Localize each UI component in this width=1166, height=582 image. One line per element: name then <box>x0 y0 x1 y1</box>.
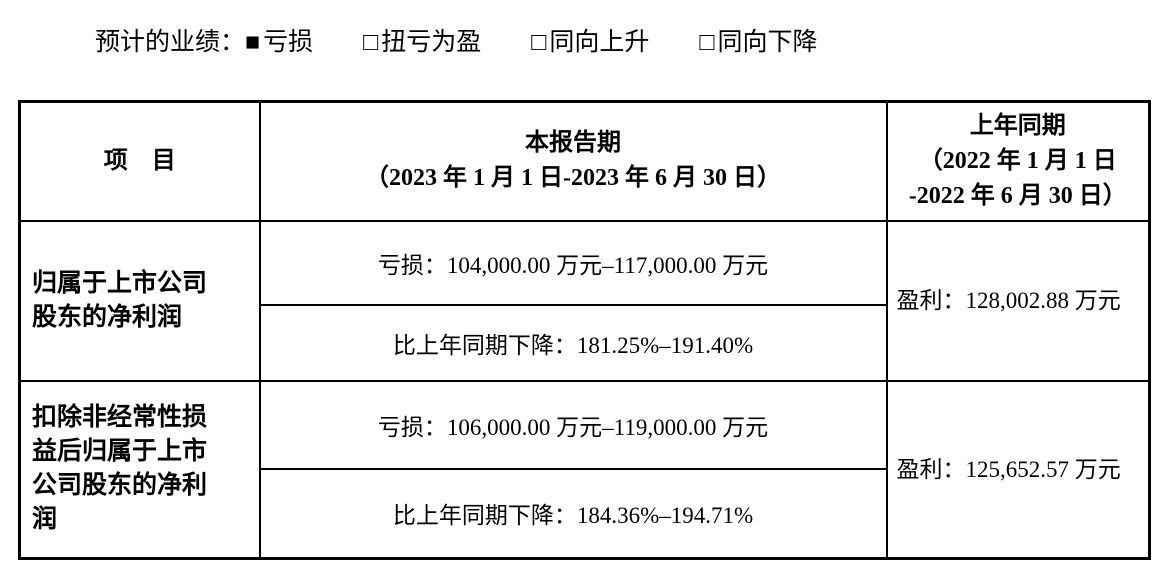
legend-option-turnaround: □ 扭亏为盈 <box>363 26 481 60</box>
legend-option-up-label: 同向上升 <box>549 29 650 56</box>
header-item-column: 项 目 <box>18 100 261 222</box>
legend-option-turnaround-label: 扭亏为盈 <box>381 29 482 56</box>
table-row-net-profit-loss: 归属于上市公司股东的净利润 亏损：104,000.00 万元–117,000.0… <box>18 219 1151 382</box>
header-prior-period-title: 上年同期 <box>969 112 1066 139</box>
item-net-profit: 归属于上市公司股东的净利润 <box>18 219 261 382</box>
checkbox-checked-icon: ■ <box>245 29 261 56</box>
header-prior-period-range-line2: -2022 年 6 月 30 日） <box>908 182 1127 209</box>
legend-option-same-direction-up: □ 同向上升 <box>531 26 649 60</box>
legend-option-same-direction-down: □ 同向下降 <box>699 26 817 60</box>
legend-option-loss-label: 亏损 <box>263 29 314 56</box>
legend-option-loss: ■ 亏损 <box>245 26 313 60</box>
adjusted-profit-loss-range: 亏损：106,000.00 万元–119,000.00 万元 <box>258 379 888 470</box>
table-row-adjusted-profit-loss: 扣除非经常性损益后归属于上市公司股东的净利润 亏损：106,000.00 万元–… <box>18 379 1151 560</box>
checkbox-unchecked-icon: □ <box>699 29 715 56</box>
legend-option-down-label: 同向下降 <box>717 29 818 56</box>
earnings-forecast-table: 项 目 本报告期 （2023 年 1 月 1 日-2023 年 6 月 30 日… <box>18 100 1151 560</box>
header-current-period-range: （2023 年 1 月 1 日-2023 年 6 月 30 日） <box>365 165 781 192</box>
header-current-period-column: 本报告期 （2023 年 1 月 1 日-2023 年 6 月 30 日） <box>258 100 888 222</box>
performance-legend: 预计的业绩：■ 亏损 □ 扭亏为盈 □ 同向上升 □ 同向下降 <box>95 26 818 60</box>
table-header-row: 项 目 本报告期 （2023 年 1 月 1 日-2023 年 6 月 30 日… <box>18 100 1151 222</box>
header-prior-period-range-line1: （2022 年 1 月 1 日 <box>918 147 1117 174</box>
item-adjusted-net-profit: 扣除非经常性损益后归属于上市公司股东的净利润 <box>18 379 261 560</box>
adjusted-profit-decline-range: 比上年同期下降：184.36%–194.71% <box>258 467 888 560</box>
table-row-net-profit-decline: 比上年同期下降：181.25%–191.40% <box>20 303 1150 382</box>
header-prior-period-column: 上年同期 （2022 年 1 月 1 日 -2022 年 6 月 30 日） <box>885 100 1151 222</box>
adjusted-profit-prior-value: 盈利：125,652.57 万元 <box>885 379 1151 560</box>
net-profit-decline-range: 比上年同期下降：181.25%–191.40% <box>258 303 888 382</box>
net-profit-prior-value: 盈利：128,002.88 万元 <box>885 219 1151 382</box>
net-profit-loss-range: 亏损：104,000.00 万元–117,000.00 万元 <box>258 219 888 306</box>
legend-label: 预计的业绩： <box>95 29 246 56</box>
checkbox-unchecked-icon: □ <box>531 29 547 56</box>
table-row-adjusted-profit-decline: 比上年同期下降：184.36%–194.71% <box>20 467 1150 560</box>
header-current-period-title: 本报告期 <box>525 130 621 157</box>
checkbox-unchecked-icon: □ <box>363 29 379 56</box>
